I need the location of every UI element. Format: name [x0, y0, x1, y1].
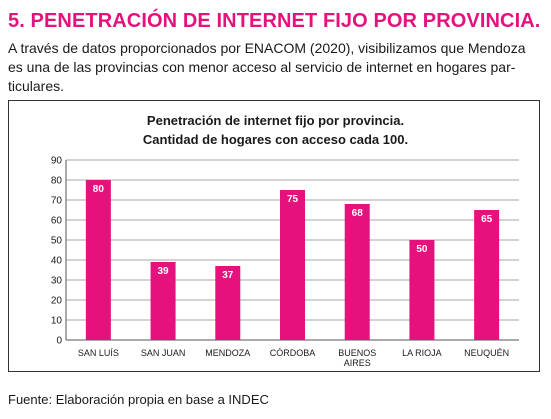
bar-value-label: 50 [416, 244, 428, 255]
y-tick-label: 40 [51, 256, 63, 267]
y-tick-label: 90 [51, 156, 63, 167]
source-note: Fuente: Elaboración propia en base a IND… [8, 392, 269, 407]
y-tick-label: 20 [51, 296, 63, 307]
bar-value-label: 39 [158, 266, 170, 277]
intro-paragraph: A través de datos proporcionados por ENA… [8, 39, 548, 96]
x-tick-label: SAN LUÍS [78, 348, 119, 358]
y-axis-ticks: 0 10 20 30 40 50 60 70 80 90 [51, 156, 63, 347]
x-axis-ticks: SAN LUÍS SAN JUAN MENDOZA CÓRDOBA BUENOSAIRE… [78, 348, 509, 368]
bar [409, 240, 435, 340]
chart-title: Penetración de internet fijo por provinc… [146, 113, 405, 128]
x-tick-label: MENDOZA [205, 348, 250, 358]
bar [85, 180, 111, 340]
bar-value-label: 37 [222, 270, 234, 281]
y-tick-label: 80 [51, 176, 63, 187]
bar [215, 266, 241, 340]
page-title: 5. PENETRACIÓN DE INTERNET FIJO POR PROV… [8, 10, 541, 32]
bar [280, 190, 305, 340]
y-tick-label: 70 [51, 196, 63, 207]
bar [474, 210, 500, 340]
y-tick-label: 10 [51, 316, 63, 327]
intro-line-2: es una de las provincias con menor acces… [8, 59, 516, 75]
bar-value-label: 75 [287, 194, 299, 205]
x-tick-label: NEUQUÉN [464, 348, 509, 358]
intro-line-3: ticulares. [8, 78, 65, 94]
bar [344, 204, 370, 340]
bar-value-label: 68 [352, 208, 364, 219]
bar-value-label: 65 [481, 214, 493, 225]
x-tick-label: SAN JUAN [141, 348, 186, 358]
x-tick-label: AIRES [344, 358, 371, 368]
x-tick-label: CÓRDOBA [270, 348, 316, 358]
y-tick-label: 30 [51, 276, 63, 287]
y-tick-label: 0 [56, 336, 62, 347]
bar-value-label: 80 [93, 184, 105, 195]
y-tick-label: 50 [51, 236, 63, 247]
x-tick-label: BUENOS [338, 348, 376, 358]
chart-subtitle: Cantidad de hogares con acceso cada 100. [142, 132, 409, 147]
y-tick-label: 60 [51, 216, 63, 227]
bar [150, 262, 176, 340]
intro-line-1: A través de datos proporcionados por ENA… [8, 40, 526, 56]
x-tick-label: LA RIOJA [402, 348, 442, 358]
bars: 80 39 37 75 68 50 65 [85, 180, 500, 340]
